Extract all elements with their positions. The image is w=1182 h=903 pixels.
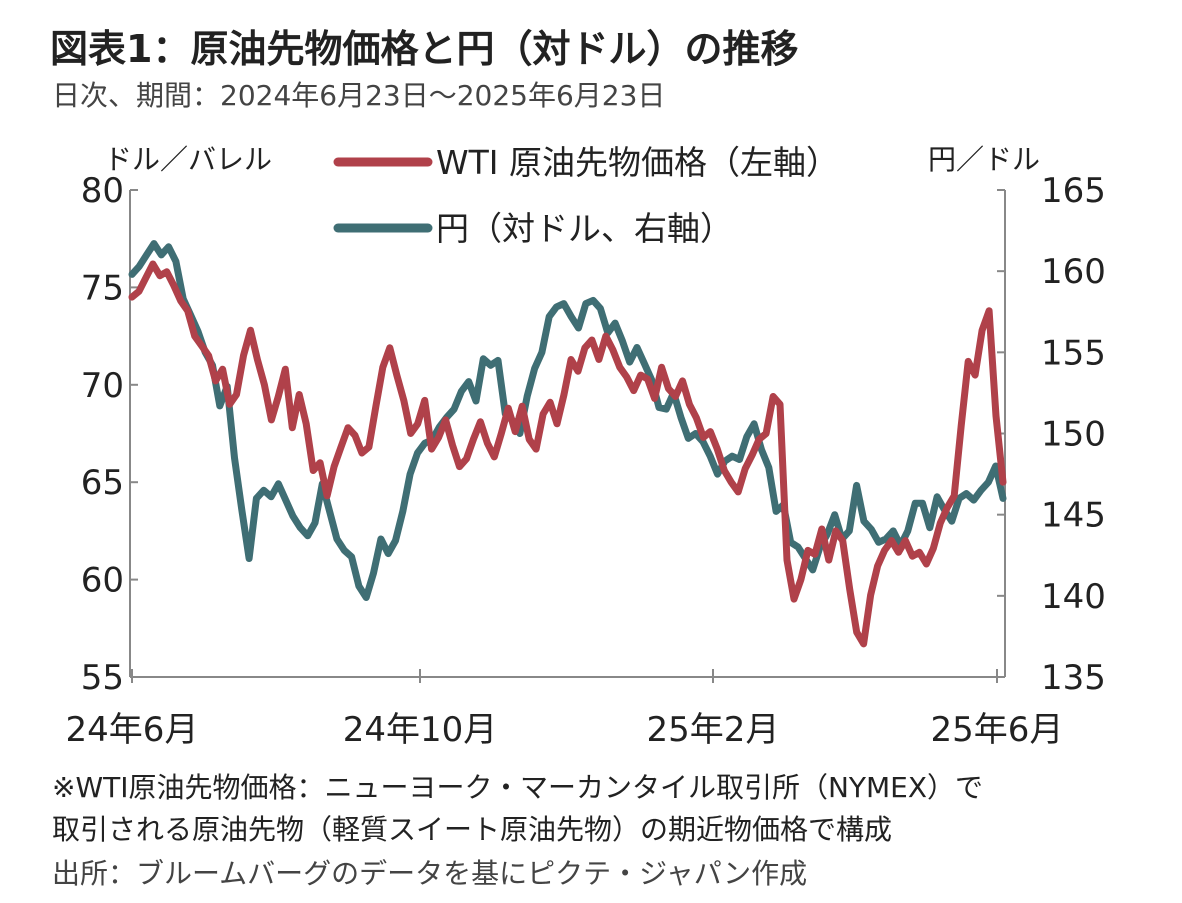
- left-tick-label: 65: [81, 463, 124, 503]
- series-lines: [128, 240, 1007, 648]
- axes: 80 75 70 65 60 55 165 160 155 150 145 140 135 24年6月 24…: [66, 171, 1106, 750]
- footnote-line-1: ※WTI原油先物価格：ニューヨーク・マーカンタイル取引所（NYMEX）で: [52, 771, 984, 804]
- source-note: 出所：ブルームバーグのデータを基にピクテ・ジャパン作成: [52, 857, 808, 890]
- right-tick-label: 165: [1041, 171, 1106, 211]
- legend-item-wti-label: WTI 原油先物価格（左軸）: [436, 143, 839, 182]
- right-tick-label: 155: [1041, 333, 1106, 373]
- right-tick-label: 135: [1041, 658, 1106, 698]
- left-tick-label: 80: [81, 171, 124, 211]
- x-tick-label: 24年10月: [343, 710, 498, 750]
- legend: WTI 原油先物価格（左軸） 円（対ドル、右軸）: [333, 143, 839, 248]
- right-tick-label: 150: [1041, 415, 1106, 455]
- right-tick-label: 145: [1041, 496, 1106, 536]
- jpy-usd-line: [128, 240, 1007, 601]
- footnote-line-2: 取引される原油先物（軽質スイート原油先物）の期近物価格で構成: [52, 813, 893, 846]
- right-tick-label: 140: [1041, 577, 1106, 617]
- left-tick-label: 75: [81, 268, 124, 308]
- left-tick-label: 70: [81, 366, 124, 406]
- wti-oil-price-line: [128, 260, 1007, 648]
- x-tick-label: 25年6月: [931, 710, 1064, 750]
- legend-item-jpy-label: 円（対ドル、右軸）: [436, 209, 733, 248]
- right-tick-label: 160: [1041, 252, 1106, 292]
- x-tick-label: 25年2月: [647, 710, 780, 750]
- right-axis-unit: 円／ドル: [928, 143, 1041, 176]
- x-tick-label: 24年6月: [66, 710, 199, 750]
- left-axis-unit: ドル／バレル: [104, 143, 273, 176]
- chart-title: 図表1：原油先物価格と円（対ドル）の推移: [50, 27, 799, 71]
- chart-subtitle: 日次、期間：2024年6月23日～2025年6月23日: [52, 79, 666, 112]
- left-tick-label: 55: [81, 658, 124, 698]
- left-tick-label: 60: [81, 561, 124, 601]
